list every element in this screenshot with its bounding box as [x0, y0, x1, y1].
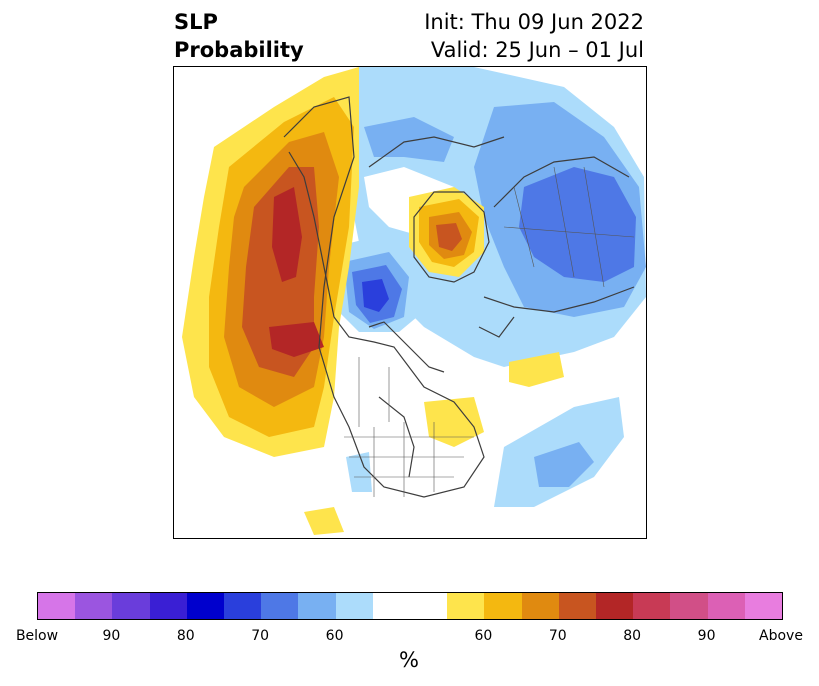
colorbar-segment — [298, 593, 336, 619]
colorbar-tick-label: 90 — [102, 628, 121, 644]
colorbar-tick-label: 70 — [251, 628, 270, 644]
colorbar-tick-label: 70 — [548, 628, 567, 644]
colorbar-tick-label: 80 — [176, 628, 195, 644]
colorbar-segment — [707, 593, 745, 619]
above-75-region-arctic — [436, 223, 462, 251]
colorbar-segment — [224, 593, 262, 619]
colorbar-tick-label: Above — [759, 628, 803, 644]
map-title-right: Init: Thu 09 Jun 2022 Valid: 25 Jun – 01… — [424, 8, 644, 64]
below-60-region-central-us — [346, 452, 372, 492]
colorbar-segment — [484, 593, 522, 619]
title-product: Probability — [174, 38, 304, 62]
below-70-region-atlantic — [534, 442, 594, 487]
above-60-region-east-canada — [424, 397, 484, 447]
colorbar-segment — [744, 593, 783, 619]
colorbar-tick-label: 90 — [697, 628, 716, 644]
colorbar-segment — [633, 593, 671, 619]
below-70-region-arctic — [364, 117, 454, 162]
colorbar-tick-label: 60 — [325, 628, 344, 644]
map-title-left: SLP Probability — [174, 8, 304, 64]
probability-map — [173, 66, 647, 539]
map-canvas — [182, 67, 646, 535]
colorbar-segment — [372, 593, 411, 619]
valid-range: Valid: 25 Jun – 01 Jul — [430, 38, 644, 62]
above-80-region-pacific — [272, 187, 302, 282]
colorbar-segment — [186, 593, 225, 619]
colorbar-segment — [596, 593, 634, 619]
colorbar-segment — [261, 593, 299, 619]
colorbar-segment — [335, 593, 373, 619]
colorbar-segment — [521, 593, 559, 619]
above-60-region-north-atlantic — [509, 352, 564, 387]
colorbar-segment — [447, 593, 485, 619]
colorbar-segment — [38, 593, 76, 619]
colorbar-tick-label: Below — [15, 628, 59, 644]
colorbar-unit: % — [399, 648, 419, 672]
below-90-region-hudson — [362, 279, 389, 312]
below-80-region-siberia — [519, 167, 636, 282]
colorbar-tick-label: 80 — [623, 628, 642, 644]
border-lines — [344, 166, 635, 497]
colorbar-segment — [410, 593, 448, 619]
colorbar-segment — [75, 593, 113, 619]
above-80-region-pacific-south — [269, 322, 324, 357]
init-date: Init: Thu 09 Jun 2022 — [424, 10, 644, 34]
colorbar-segment — [558, 593, 597, 619]
title-variable: SLP — [174, 10, 218, 34]
above-60-region-baja — [304, 507, 344, 535]
colorbar-segment — [670, 593, 708, 619]
colorbar-segment — [149, 593, 187, 619]
colorbar-tick-label: 60 — [474, 628, 493, 644]
colorbar — [37, 592, 783, 620]
colorbar-segment — [112, 593, 150, 619]
